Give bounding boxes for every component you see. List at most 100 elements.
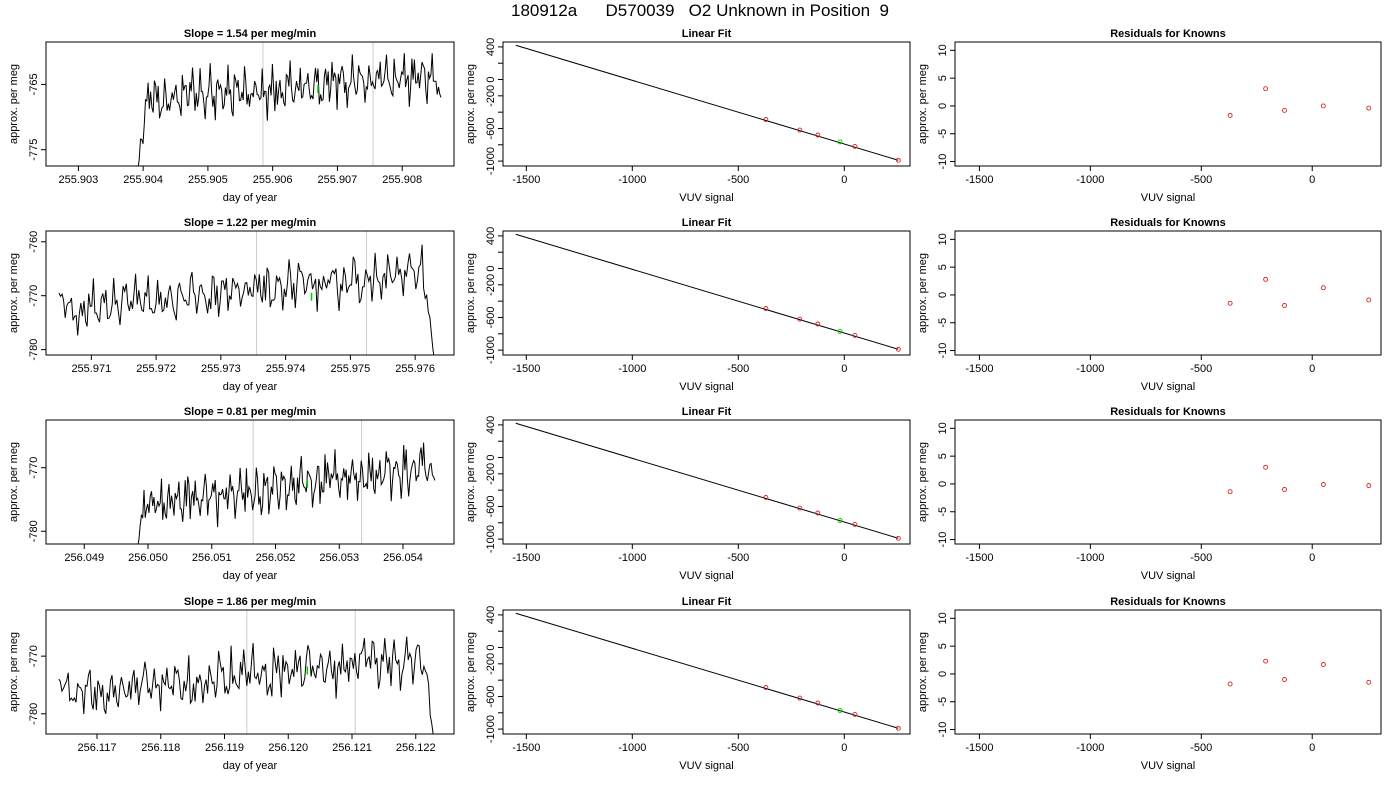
x-tick-label: 255.903 (58, 174, 98, 186)
known-point (815, 321, 821, 327)
x-tick-label: -1500 (512, 742, 540, 754)
data-trace (58, 636, 434, 734)
y-axis-label: approx. per meg (8, 253, 20, 333)
residual-point (1227, 489, 1233, 495)
x-tick-label: 255.907 (318, 174, 358, 186)
y-tick-label: 0 (937, 103, 949, 109)
residual-point (1282, 487, 1287, 492)
x-tick-label: -1000 (1076, 552, 1104, 564)
chart-title: Residuals for Knowns (1110, 596, 1226, 608)
x-axis-label: VUV signal (679, 760, 733, 772)
residual-point (1282, 677, 1287, 682)
plot-frame (954, 230, 1382, 356)
chart-title: Linear Fit (682, 406, 732, 418)
x-tick-label: 256.118 (141, 742, 180, 754)
y-tick-label: -765 (28, 73, 40, 95)
plot-frame (954, 419, 1382, 545)
y-tick-label: -600 (485, 306, 497, 328)
data-trace (137, 442, 436, 544)
x-axis-label: day of year (223, 381, 278, 393)
y-tick-label: -600 (485, 685, 497, 707)
y-tick-label: -5 (937, 318, 949, 328)
y-axis-label: approx. per meg (465, 442, 477, 522)
y-tick-label: -600 (485, 495, 497, 517)
x-tick-label: 255.974 (266, 363, 306, 375)
residual-point (1366, 483, 1372, 489)
y-tick-label: -1000 (485, 525, 497, 553)
plot-frame (45, 609, 455, 735)
x-tick-label: -1000 (1076, 363, 1104, 375)
y-tick-label: -1000 (485, 147, 497, 175)
residual-point (1320, 285, 1326, 291)
x-tick-label: -1000 (1076, 742, 1104, 754)
x-tick-label: -500 (1190, 174, 1212, 186)
residual-point (1320, 662, 1326, 667)
y-tick-label: -5 (937, 697, 949, 707)
y-axis-label: approx. per meg (8, 632, 20, 712)
y-axis-label: approx. per meg (8, 442, 20, 522)
x-axis-label: day of year (223, 760, 278, 772)
y-tick-label: 5 (937, 453, 949, 459)
x-tick-label: -500 (727, 742, 749, 754)
known-point (895, 157, 901, 163)
y-axis-label: approx. per meg (917, 64, 929, 144)
y-tick-label: -775 (28, 139, 40, 161)
y-tick-label: 10 (937, 422, 949, 434)
chart-title: Slope = 1.86 per meg/min (184, 596, 317, 608)
plot-frame (502, 419, 911, 545)
page-title: 180912a D570039 O2 Unknown in Position 9 (510, 1, 890, 20)
known-point (895, 346, 901, 352)
known-point (895, 725, 901, 731)
y-tick-label: 5 (937, 643, 949, 649)
x-tick-label: 256.049 (64, 552, 104, 564)
x-tick-label: -500 (1190, 363, 1212, 375)
x-tick-label: -1000 (618, 363, 646, 375)
x-tick-label: -1000 (1076, 174, 1104, 186)
x-tick-label: 0 (1309, 742, 1315, 754)
x-tick-label: 256.051 (192, 552, 232, 564)
y-tick-label: -200 (485, 85, 497, 107)
x-tick-label: -1000 (618, 174, 646, 186)
x-tick-label: 255.906 (253, 174, 293, 186)
x-axis-label: VUV signal (1141, 570, 1195, 582)
known-point (852, 332, 858, 338)
x-tick-label: 0 (1309, 174, 1315, 186)
x-tick-label: 256.050 (128, 552, 168, 564)
residual-point (1263, 464, 1269, 470)
residual-point (1227, 112, 1233, 118)
known-point (797, 505, 803, 511)
fit-line (515, 422, 899, 539)
y-tick-label: 0 (937, 292, 949, 298)
chart-title: Slope = 1.22 per meg/min (184, 217, 317, 229)
x-tick-label: 255.905 (188, 174, 228, 186)
x-tick-label: -1000 (618, 552, 646, 564)
data-trace (137, 53, 442, 166)
y-tick-label: 400 (485, 227, 497, 245)
x-axis-label: VUV signal (1141, 192, 1195, 204)
x-axis-label: day of year (223, 570, 278, 582)
plot-frame (45, 41, 455, 167)
x-tick-label: 256.119 (205, 742, 244, 754)
x-tick-label: 0 (841, 742, 847, 754)
residual-point (1320, 103, 1326, 109)
x-axis-label: VUV signal (1141, 381, 1195, 393)
known-point (815, 510, 821, 516)
y-tick-label: -770 (28, 285, 40, 307)
x-tick-label: -1000 (618, 742, 646, 754)
x-tick-label: -1500 (965, 742, 993, 754)
chart-title: Slope = 0.81 per meg/min (184, 406, 317, 418)
x-axis-label: VUV signal (679, 192, 733, 204)
y-tick-label: -10 (937, 343, 949, 359)
x-tick-label: 256.121 (332, 742, 372, 754)
chart-title: Residuals for Knowns (1110, 28, 1226, 40)
y-tick-label: 0 (485, 265, 497, 271)
x-tick-label: 0 (841, 552, 847, 564)
y-tick-label: -1000 (485, 715, 497, 743)
unknown-point (837, 328, 843, 334)
residual-point (1320, 482, 1326, 487)
x-tick-label: -1500 (965, 174, 993, 186)
y-tick-label: 10 (937, 44, 949, 56)
residual-point (1263, 658, 1269, 664)
x-tick-label: 0 (1309, 363, 1315, 375)
y-tick-label: 5 (937, 75, 949, 81)
